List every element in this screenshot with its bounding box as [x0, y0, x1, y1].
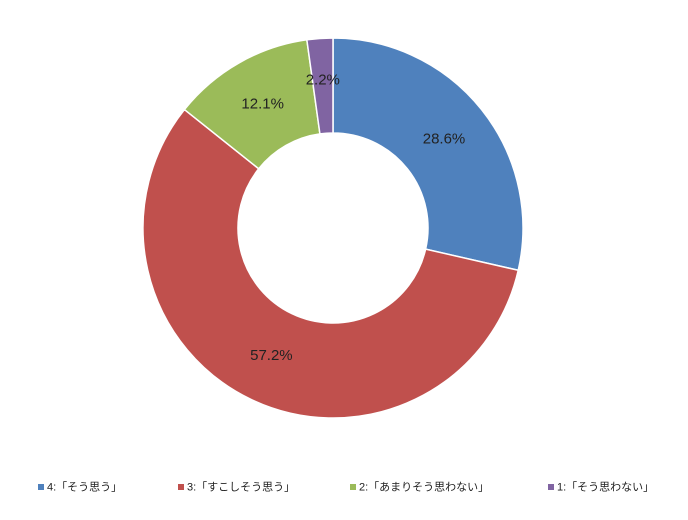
- donut-slice: [332, 37, 524, 272]
- data-label: 12.1%: [241, 96, 284, 113]
- data-label: 57.2%: [250, 347, 293, 364]
- legend-label: 4:「そう思う」: [47, 480, 122, 493]
- legend-label: 3:「すこしそう思う」: [187, 480, 295, 493]
- legend-swatch: [350, 484, 356, 490]
- donut-slice: [305, 37, 334, 135]
- legend-label: 2:「あまりそう思わない」: [359, 480, 489, 493]
- legend-label: 1:「そう思わない」: [557, 480, 654, 493]
- legend-swatch: [548, 484, 554, 490]
- data-label: 28.6%: [423, 130, 466, 147]
- donut-slice: [142, 108, 520, 419]
- legend-swatch: [38, 484, 44, 490]
- legend-swatch: [178, 484, 184, 490]
- data-label: 2.2%: [306, 71, 340, 88]
